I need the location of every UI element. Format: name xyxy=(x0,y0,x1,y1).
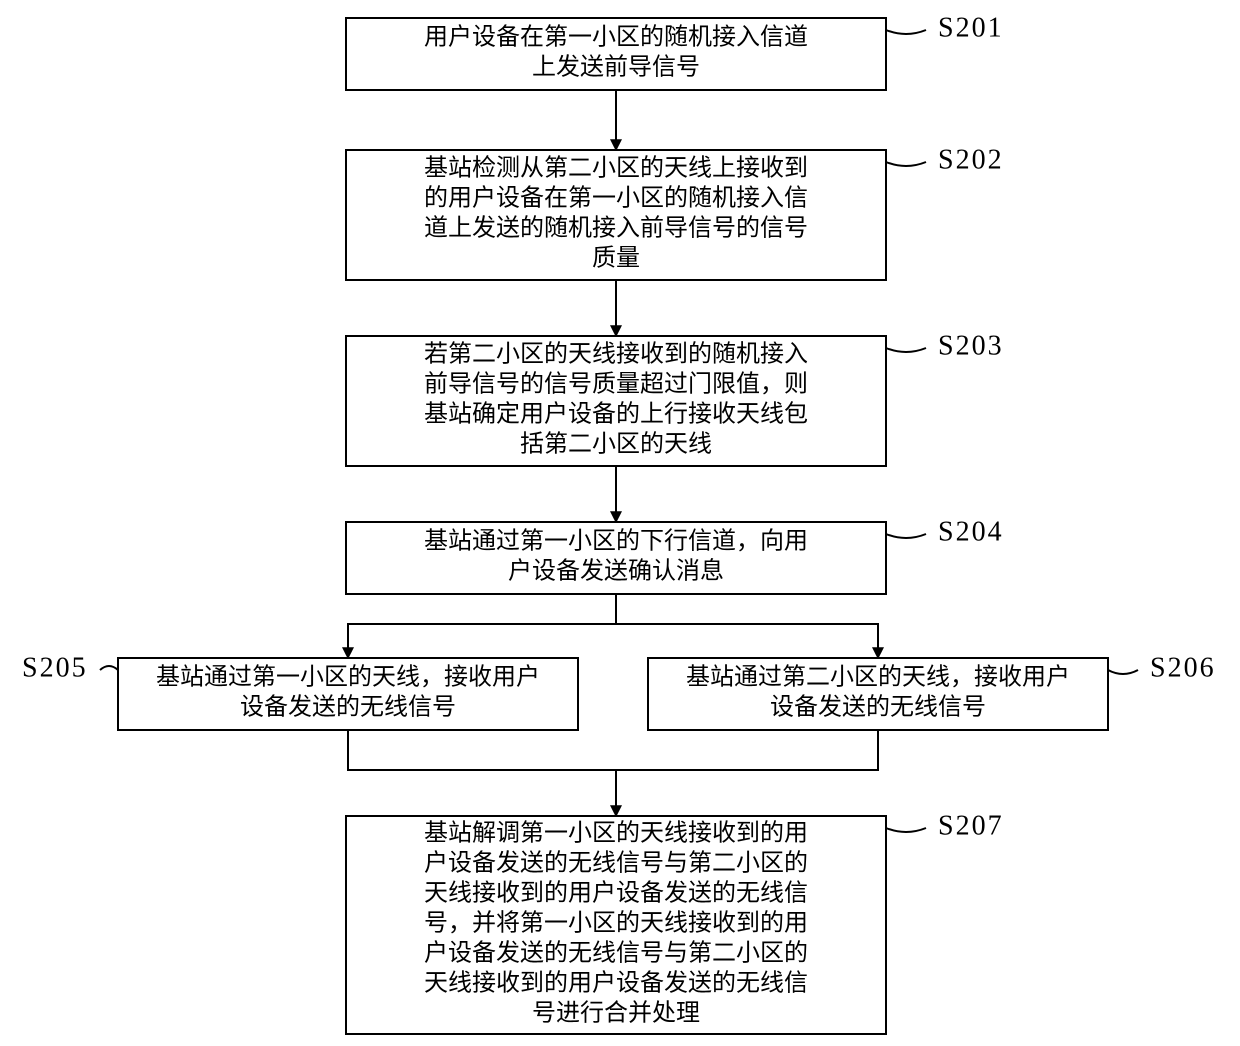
flow-edge xyxy=(616,730,878,770)
flow-node-text: 质量 xyxy=(592,245,640,272)
flow-node-text: 道上发送的随机接入前导信号的信号 xyxy=(424,215,808,242)
flow-node-text: 用户设备在第一小区的随机接入信道 xyxy=(424,24,808,51)
flow-node-s206: 基站通过第二小区的天线，接收用户设备发送的无线信号 S206 xyxy=(648,652,1216,730)
flow-edge xyxy=(348,594,616,658)
step-label: S207 xyxy=(938,810,1004,841)
flow-node-s203: 若第二小区的天线接收到的随机接入前导信号的信号质量超过门限值，则基站确定用户设备… xyxy=(346,330,1004,466)
step-label: S203 xyxy=(938,330,1004,361)
flow-edge xyxy=(348,730,616,816)
step-label: S204 xyxy=(938,516,1004,547)
flow-node-text: 前导信号的信号质量超过门限值，则 xyxy=(424,371,808,398)
flow-node-text: 基站通过第一小区的下行信道，向用 xyxy=(424,528,808,555)
flow-node-text: 上发送前导信号 xyxy=(532,54,700,81)
flow-node-text: 设备发送的无线信号 xyxy=(240,694,456,721)
flow-node-text: 基站通过第二小区的天线，接收用户 xyxy=(686,664,1070,691)
flow-node-text: 户设备发送确认消息 xyxy=(508,558,724,585)
leader-line xyxy=(1108,670,1138,674)
leader-line xyxy=(886,162,926,166)
flow-node-text: 天线接收到的用户设备发送的无线信 xyxy=(424,880,808,907)
flow-node-text: 的用户设备在第一小区的随机接入信 xyxy=(424,185,808,212)
step-label: S206 xyxy=(1150,652,1216,683)
leader-line xyxy=(886,348,926,352)
flow-edge xyxy=(616,594,878,658)
leader-line xyxy=(886,828,926,832)
flow-node-s201: 用户设备在第一小区的随机接入信道上发送前导信号 S201 xyxy=(346,12,1004,90)
flow-node-s207: 基站解调第一小区的天线接收到的用户设备发送的无线信号与第二小区的天线接收到的用户… xyxy=(346,810,1004,1034)
flow-node-text: 基站检测从第二小区的天线上接收到 xyxy=(424,155,808,182)
flow-node-s202: 基站检测从第二小区的天线上接收到的用户设备在第一小区的随机接入信道上发送的随机接… xyxy=(346,144,1004,280)
flowchart-canvas: 用户设备在第一小区的随机接入信道上发送前导信号 S201 基站检测从第二小区的天线上… xyxy=(0,0,1240,1046)
leader-line xyxy=(886,534,926,538)
flow-node-text: 户设备发送的无线信号与第二小区的 xyxy=(424,850,808,877)
flow-node-text: 基站通过第一小区的天线，接收用户 xyxy=(156,664,540,691)
flow-node-text: 括第二小区的天线 xyxy=(520,431,712,458)
flow-node-text: 若第二小区的天线接收到的随机接入 xyxy=(424,341,808,368)
flow-node-text: 设备发送的无线信号 xyxy=(770,694,986,721)
step-label: S201 xyxy=(938,12,1004,43)
step-label: S202 xyxy=(938,144,1004,175)
flow-node-text: 号进行合并处理 xyxy=(532,1000,700,1027)
flow-node-text: 号，并将第一小区的天线接收到的用 xyxy=(424,910,808,937)
leader-line xyxy=(886,30,926,34)
flow-node-text: 基站确定用户设备的上行接收天线包 xyxy=(424,401,808,428)
flow-node-s205: 基站通过第一小区的天线，接收用户设备发送的无线信号 S205 xyxy=(22,652,578,730)
flow-node-text: 基站解调第一小区的天线接收到的用 xyxy=(424,820,808,847)
step-label: S205 xyxy=(22,652,88,683)
flow-node-text: 户设备发送的无线信号与第二小区的 xyxy=(424,940,808,967)
leader-line xyxy=(100,666,118,670)
flow-node-text: 天线接收到的用户设备发送的无线信 xyxy=(424,970,808,997)
flow-node-s204: 基站通过第一小区的下行信道，向用户设备发送确认消息 S204 xyxy=(346,516,1004,594)
